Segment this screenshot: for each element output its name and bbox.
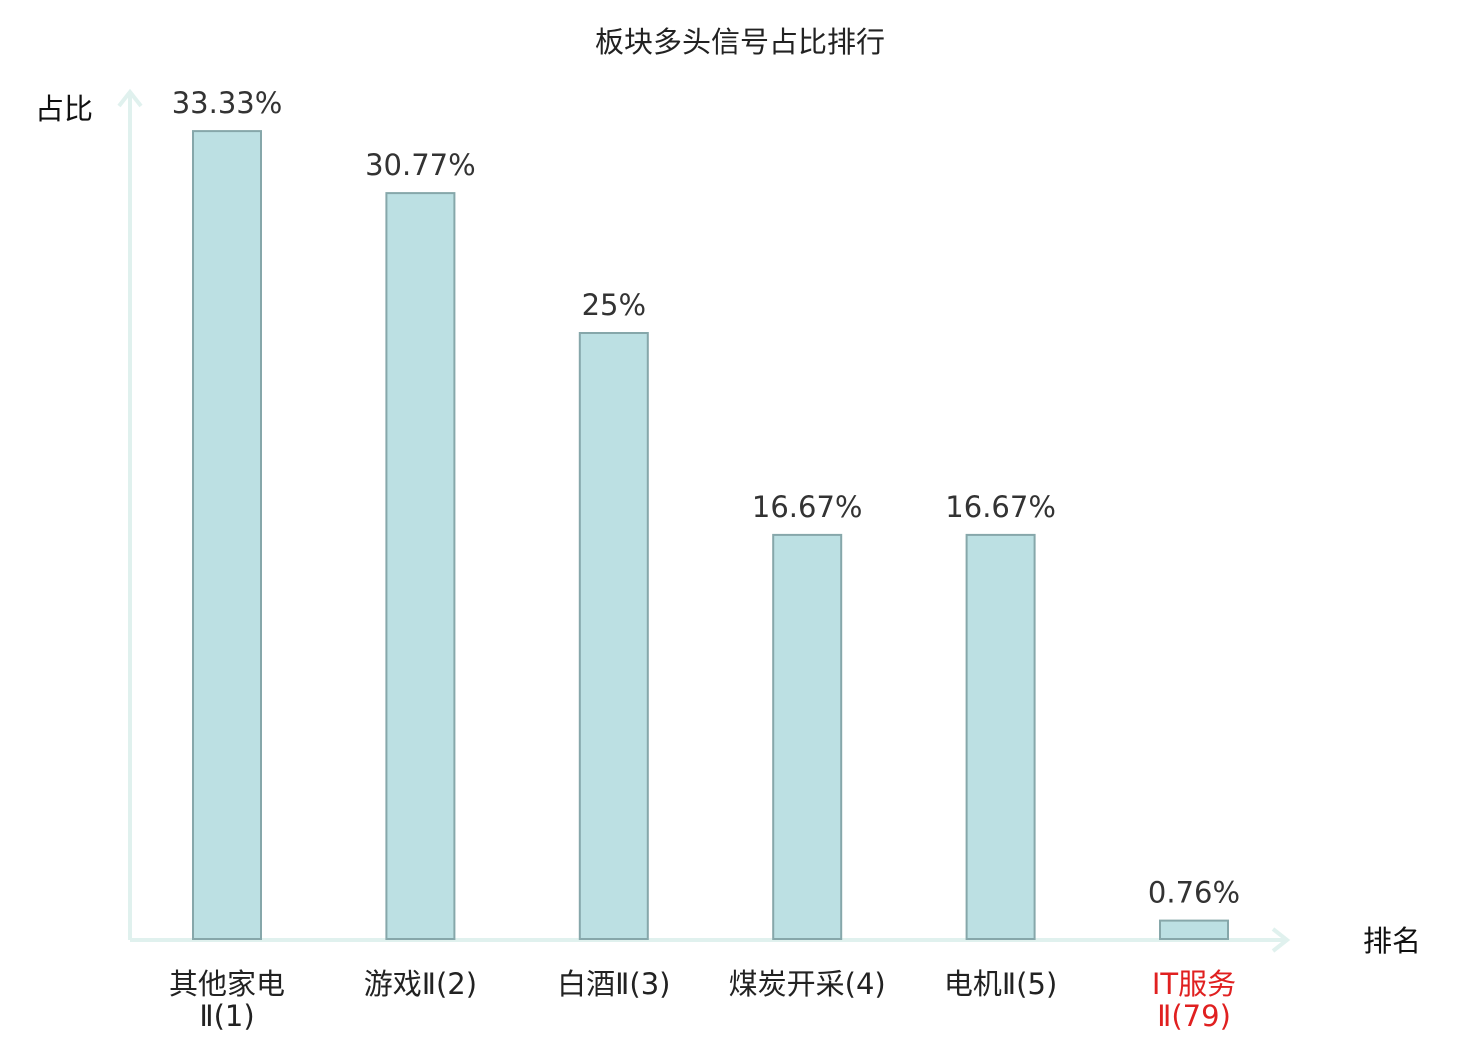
bar-3 [578,332,649,940]
x-axis-label: 排名 [1363,924,1421,958]
bars-group [192,130,1229,941]
bar-5 [965,533,1036,941]
category-label-6-line-1: IT服务 [1152,967,1236,1001]
bar-1 [192,130,262,941]
y-axis-label: 占比 [35,92,93,126]
bar-2 [385,192,456,941]
value-label-5: 16.67% [945,490,1056,524]
value-label-6: 0.76% [1148,876,1240,910]
value-labels-group: 33.33% 30.77% 25% 16.67% 16.67% 0.76% [172,86,1240,910]
x-axis [130,927,1291,953]
category-label-1-line-2: Ⅱ(1) [199,999,254,1033]
bar-4 [772,533,843,941]
value-label-4: 16.67% [752,490,863,524]
bar-6 [1159,919,1229,940]
category-label-1-line-1: 其他家电 [169,967,285,1001]
value-label-2: 30.77% [365,148,476,182]
category-label-3: 白酒Ⅱ(3) [557,967,670,1001]
category-label-5: 电机Ⅱ(5) [944,967,1057,1001]
y-axis [117,88,143,940]
chart-title: 板块多头信号占比排行 [595,25,885,59]
category-label-2: 游戏Ⅱ(2) [364,967,477,1001]
value-label-1: 33.33% [172,86,283,120]
category-label-4: 煤炭开采(4) [729,967,886,1001]
value-label-3: 25% [582,288,646,322]
category-label-6-line-2: Ⅱ(79) [1157,999,1231,1033]
